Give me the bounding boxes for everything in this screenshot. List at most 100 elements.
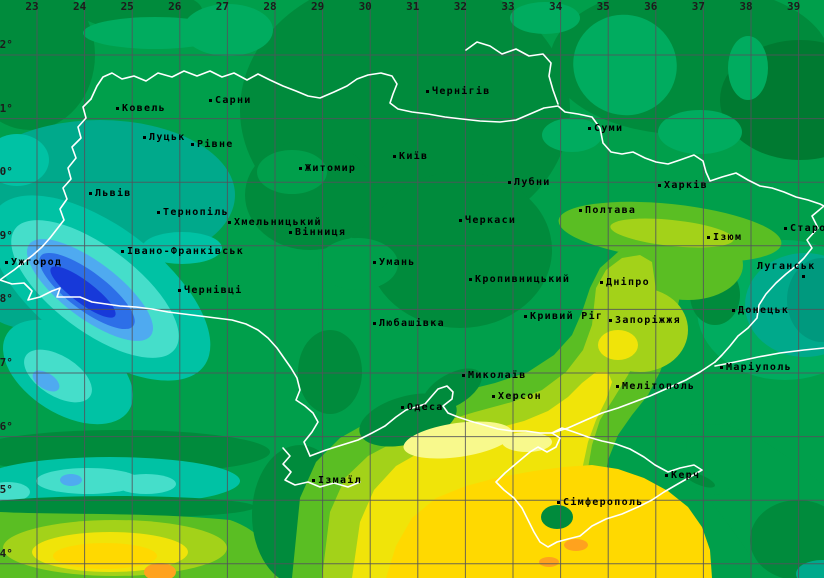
- city-dot-icon: [616, 385, 619, 388]
- border-danube: [282, 447, 361, 488]
- contour-shape: [541, 505, 573, 529]
- city-dot-icon: [802, 275, 805, 278]
- city-label: Запоріжжя: [615, 315, 681, 326]
- city-dot-icon: [508, 181, 511, 184]
- border-east-russia: [714, 205, 824, 363]
- longitude-label: 30: [358, 0, 372, 13]
- city-label: Маріуполь: [726, 362, 792, 373]
- city-label: Київ: [399, 151, 429, 162]
- longitude-label: 23: [25, 0, 39, 13]
- coast-black-sea: [309, 385, 553, 457]
- city-dot-icon: [5, 261, 8, 264]
- city-label: Житомир: [305, 163, 357, 174]
- contour-shape: [787, 258, 824, 342]
- longitude-label: 35: [596, 0, 610, 13]
- contour-shape: [0, 496, 255, 518]
- city-dot-icon: [459, 219, 462, 222]
- latitude-label: 48°: [0, 292, 13, 306]
- city-dot-icon: [401, 406, 404, 409]
- latitude-label: 44°: [0, 546, 13, 560]
- city-label: Любашівка: [379, 318, 445, 329]
- city-dot-icon: [209, 99, 212, 102]
- city-label: Мелітополь: [622, 381, 696, 392]
- latitude-label: 46°: [0, 419, 13, 433]
- city-dot-icon: [289, 231, 292, 234]
- coast-azov: [551, 347, 824, 434]
- city-dot-icon: [143, 136, 146, 139]
- longitude-label: 33: [501, 0, 515, 13]
- longitude-label: 32: [453, 0, 468, 13]
- city-label: Суми: [594, 123, 624, 134]
- latitude-label: 50°: [0, 165, 13, 179]
- city-dot-icon: [784, 227, 787, 230]
- city-label: Ковель: [122, 103, 166, 114]
- longitude-label: 24: [72, 0, 87, 13]
- latitude-label: 45°: [0, 483, 13, 497]
- contour-shape: [796, 560, 824, 578]
- border-southwest: [0, 279, 319, 457]
- city-label: Кропивницький: [475, 274, 571, 285]
- southwest-warm-plain: [0, 330, 362, 578]
- city-dot-icon: [462, 374, 465, 377]
- city-label: Херсон: [498, 391, 542, 402]
- longitude-label: 29: [310, 0, 325, 13]
- city-label: Умань: [379, 257, 416, 268]
- city-dot-icon: [732, 309, 735, 312]
- contour-shape: [183, 4, 273, 56]
- city-dot-icon: [557, 501, 560, 504]
- city-dot-icon: [658, 184, 661, 187]
- contour-shape: [50, 266, 116, 318]
- city-dot-icon: [469, 278, 472, 281]
- contour-shape: [298, 330, 362, 414]
- city-label: Чернівці: [184, 285, 243, 296]
- city-label: Харків: [664, 180, 708, 191]
- city-dot-icon: [89, 192, 92, 195]
- contour-shape: [144, 563, 176, 578]
- city-label: Івано-Франківськ: [127, 246, 245, 257]
- longitude-label: 28: [263, 0, 277, 13]
- city-label: Луганськ: [757, 261, 816, 272]
- carpathian-cold-zone: [0, 195, 211, 425]
- city-dot-icon: [707, 236, 710, 239]
- city-dot-icon: [588, 127, 591, 130]
- contour-shape: [318, 238, 398, 290]
- city-dot-icon: [492, 395, 495, 398]
- green-regions: [0, 0, 824, 328]
- city-label: Дніпро: [606, 277, 650, 288]
- coast-crimea: [495, 427, 703, 548]
- city-label: Одеса: [407, 402, 444, 413]
- city-dot-icon: [116, 107, 119, 110]
- contour-shape: [573, 14, 677, 116]
- longitude-label: 31: [406, 0, 420, 13]
- contour-shape: [142, 232, 222, 264]
- contour-shape: [658, 110, 742, 154]
- latitude-label: 52°: [0, 38, 13, 51]
- city-label: Лубни: [514, 177, 551, 188]
- city-label: Керч: [671, 470, 701, 481]
- contour-shape: [539, 557, 559, 567]
- city-dot-icon: [228, 221, 231, 224]
- contour-shape: [0, 0, 95, 130]
- border-north-east: [90, 70, 824, 207]
- city-label: Старобільськ: [790, 223, 824, 234]
- contour-shape: [116, 474, 176, 494]
- city-dot-icon: [178, 289, 181, 292]
- city-dot-icon: [609, 319, 612, 322]
- city-label: Миколаїв: [468, 370, 527, 381]
- contour-shape: [36, 468, 140, 494]
- contour-shape: [403, 421, 513, 459]
- city-dot-icon: [157, 211, 160, 214]
- longitude-label: 34: [548, 0, 563, 13]
- contour-shape: [610, 218, 734, 248]
- contour-shape: [60, 474, 82, 486]
- longitude-label: 25: [120, 0, 134, 13]
- city-label: Ужгород: [11, 257, 63, 268]
- southeast-coastal-zone: [539, 424, 824, 578]
- contour-shape: [633, 230, 743, 300]
- contour-shape: [510, 2, 580, 34]
- city-dot-icon: [373, 322, 376, 325]
- city-dot-icon: [600, 281, 603, 284]
